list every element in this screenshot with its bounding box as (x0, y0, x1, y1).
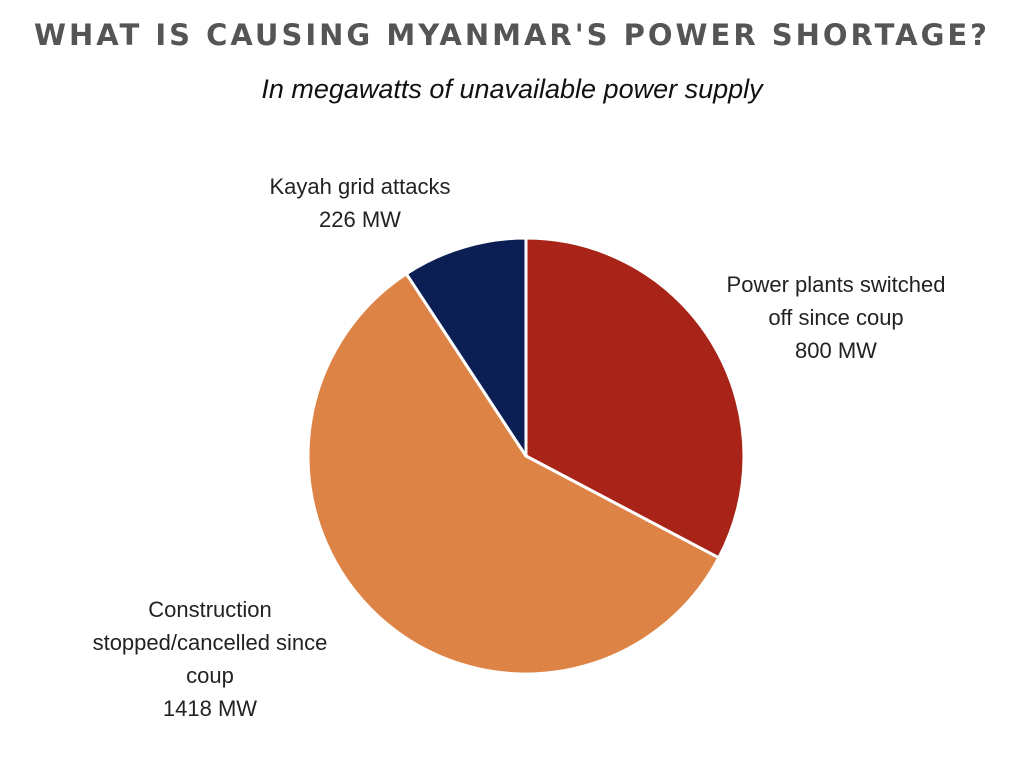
chart-title: WHAT IS CAUSING MYANMAR'S POWER SHORTAGE… (34, 18, 990, 52)
slice-label-line: coup (186, 663, 234, 688)
slice-label-kayah: Kayah grid attacks 226 MW (230, 170, 490, 236)
pie-slice-construction (306, 272, 721, 676)
slice-value-label: 226 MW (319, 207, 401, 232)
pie-slice-kayah (404, 236, 528, 458)
slice-label-line: Kayah grid attacks (269, 174, 451, 199)
slice-label-line: off since coup (768, 305, 904, 330)
pie-slice-power-plants (524, 236, 746, 560)
slice-label-construction: Construction stopped/cancelled since cou… (60, 593, 360, 725)
slice-value-label: 800 MW (795, 338, 877, 363)
chart-subtitle: In megawatts of unavailable power supply (261, 74, 763, 104)
slice-value-label: 1418 MW (162, 696, 258, 721)
slice-label-line: Power plants switched (726, 272, 946, 297)
slice-label-power-plants: Power plants switched off since coup 800… (700, 268, 972, 367)
slice-label-line: stopped/cancelled since (92, 630, 328, 655)
slice-label-line: Construction (148, 597, 272, 622)
